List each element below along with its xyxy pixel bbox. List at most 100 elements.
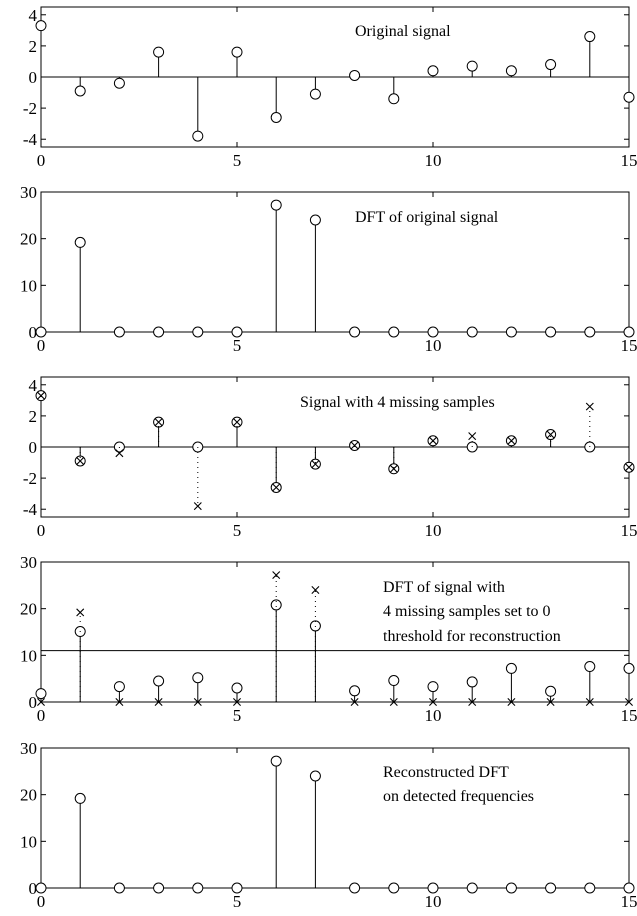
panel-annotation: DFT of original signal	[355, 209, 499, 226]
x-marker	[233, 418, 241, 427]
y-tick-label: -2	[23, 469, 37, 488]
y-tick-label: 30	[20, 183, 37, 202]
circle-marker	[153, 675, 165, 687]
circle-marker	[623, 662, 635, 674]
x-marker	[468, 698, 477, 706]
x-marker	[350, 698, 359, 706]
x-tick-label: 0	[37, 892, 46, 911]
y-tick-label: 20	[20, 786, 37, 805]
x-marker	[389, 464, 398, 473]
circle-marker	[466, 882, 478, 894]
y-tick-label: 2	[29, 37, 38, 56]
y-tick-label: 4	[29, 376, 38, 395]
panel-2: 0 5 10 15 0 10 20 30 DFT of original signal	[20, 183, 637, 355]
series-x	[37, 571, 633, 706]
panel-annotation: threshold for reconstruction	[383, 628, 561, 645]
y-tick-label: 10	[20, 646, 37, 665]
circle-marker	[349, 326, 361, 338]
x-marker	[625, 698, 633, 706]
x-marker	[585, 698, 594, 706]
circle-marker	[35, 688, 47, 700]
circle-marker	[623, 91, 635, 103]
x-marker	[37, 391, 45, 400]
circle-marker	[388, 675, 400, 687]
circle-marker	[545, 685, 557, 697]
circle-marker	[113, 882, 125, 894]
circle-marker	[309, 770, 321, 782]
y-tick-label: 20	[20, 230, 37, 249]
x-tick-label: 5	[233, 521, 242, 540]
circle-marker	[349, 69, 361, 81]
panel-annotation: on detected frequencies	[383, 788, 534, 805]
x-marker	[585, 402, 594, 411]
y-tick-label: 30	[20, 553, 37, 572]
y-tick-label: 30	[20, 739, 37, 758]
x-marker	[154, 698, 163, 706]
circle-marker	[505, 65, 517, 77]
series-o	[35, 199, 635, 338]
x-tick-label: 5	[233, 706, 242, 725]
circle-marker	[192, 130, 204, 142]
panel-annotation: Reconstructed DFT	[383, 764, 509, 781]
x-marker	[115, 449, 124, 458]
panel-3: 0 5 10 15 -4 -2 0 2 4 Signal with 4 missing sampl…	[23, 376, 637, 540]
x-tick-label: 15	[621, 151, 637, 170]
x-marker	[389, 698, 398, 706]
panel-4: 0 5 10 15 0 10 20 30 DFT of signal with 4 missing…	[20, 553, 637, 725]
circle-marker	[231, 46, 243, 58]
circle-marker	[388, 93, 400, 105]
axes-frame	[40, 191, 630, 333]
circle-marker	[349, 685, 361, 697]
circle-marker	[623, 326, 635, 338]
circle-marker	[466, 326, 478, 338]
x-marker	[468, 432, 477, 441]
circle-marker	[309, 88, 321, 100]
circle-marker	[270, 199, 282, 211]
circle-marker	[153, 46, 165, 58]
circle-marker	[545, 882, 557, 894]
y-tick-label: 0	[29, 693, 38, 712]
y-tick-label: 10	[20, 276, 37, 295]
x-marker	[272, 483, 281, 492]
y-tick-label: 4	[29, 6, 38, 25]
circle-marker	[74, 792, 86, 804]
x-marker	[311, 586, 320, 594]
x-marker	[115, 698, 124, 706]
circle-marker	[466, 60, 478, 72]
circle-marker	[270, 111, 282, 123]
x-marker	[193, 502, 202, 511]
circle-marker	[505, 326, 517, 338]
circle-marker	[270, 599, 282, 611]
x-tick-label: 10	[425, 336, 442, 355]
x-marker	[546, 430, 555, 439]
x-tick-label: 15	[621, 706, 637, 725]
circle-marker	[584, 661, 596, 673]
circle-marker	[153, 882, 165, 894]
series-o	[35, 20, 635, 142]
x-marker	[350, 441, 359, 450]
x-tick-label: 0	[37, 336, 46, 355]
circle-marker	[584, 882, 596, 894]
circle-marker	[545, 326, 557, 338]
circle-marker	[505, 882, 517, 894]
x-tick-label: 0	[37, 151, 46, 170]
circle-marker	[584, 326, 596, 338]
x-marker	[154, 418, 163, 427]
circle-marker	[427, 882, 439, 894]
x-marker	[37, 698, 45, 706]
x-tick-label: 15	[621, 521, 637, 540]
circle-marker	[113, 77, 125, 89]
x-tick-label: 10	[425, 706, 442, 725]
axes-frame	[40, 561, 630, 703]
x-tick-label: 5	[233, 336, 242, 355]
x-marker	[625, 463, 633, 472]
x-marker	[76, 457, 85, 465]
x-tick-label: 15	[621, 336, 637, 355]
x-tick-label: 15	[621, 892, 637, 911]
circle-marker	[427, 681, 439, 693]
panel-annotation: Signal with 4 missing samples	[300, 394, 495, 411]
circle-marker	[74, 236, 86, 248]
x-marker	[233, 698, 241, 706]
x-tick-label: 10	[425, 521, 442, 540]
